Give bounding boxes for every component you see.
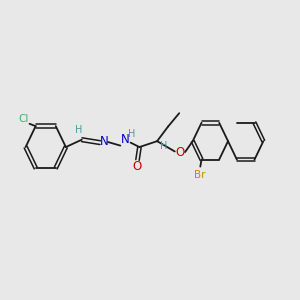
Text: O: O	[176, 146, 185, 159]
Text: H: H	[160, 141, 167, 151]
Text: N: N	[100, 135, 109, 148]
Text: Cl: Cl	[18, 114, 28, 124]
Text: Br: Br	[194, 170, 205, 180]
Text: O: O	[133, 160, 142, 173]
Text: H: H	[128, 129, 136, 140]
Text: H: H	[75, 125, 82, 135]
Text: N: N	[121, 133, 130, 146]
